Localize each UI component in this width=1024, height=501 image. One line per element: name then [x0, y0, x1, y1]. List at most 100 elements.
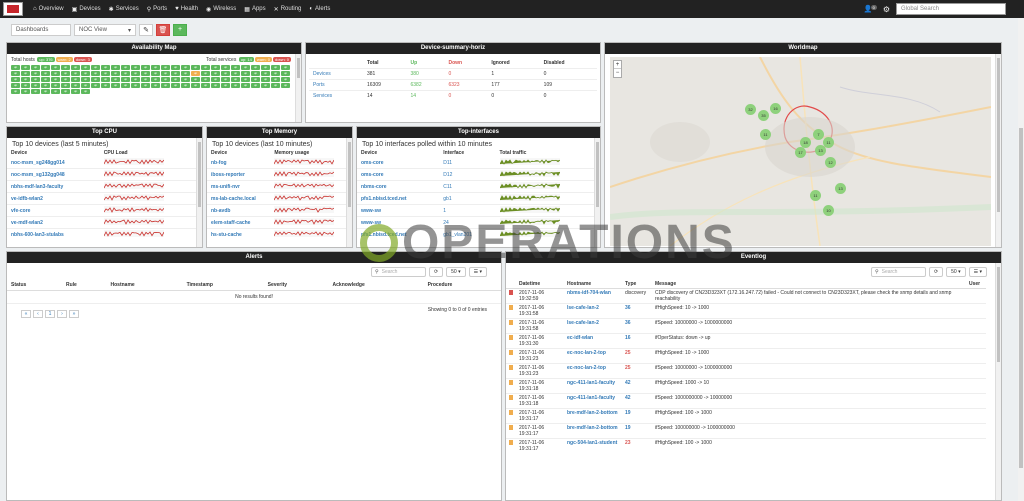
device-link[interactable]: ve-mdf-wlan2: [7, 217, 100, 229]
event-hostname-link[interactable]: ec-idf-wlan: [564, 334, 622, 349]
pagination-button[interactable]: 1: [45, 310, 55, 318]
dashboard-view-select[interactable]: NOC View ▾: [74, 24, 136, 36]
host-status-cell[interactable]: up: [71, 83, 80, 88]
sparkline-graph[interactable]: [104, 230, 164, 237]
host-status-cell[interactable]: up: [251, 83, 260, 88]
device-link[interactable]: ve-idfb-wlan2: [7, 193, 100, 205]
host-status-cell[interactable]: up: [181, 77, 190, 82]
host-status-cell[interactable]: up: [221, 77, 230, 82]
sparkline-graph[interactable]: [274, 182, 334, 189]
device-link[interactable]: www-sw: [357, 217, 439, 229]
sparkline-graph[interactable]: [274, 230, 334, 237]
host-status-cell[interactable]: up: [91, 71, 100, 76]
host-status-cell[interactable]: up: [181, 71, 190, 76]
host-status-cell[interactable]: up: [211, 71, 220, 76]
host-status-cell[interactable]: up: [211, 65, 220, 70]
nav-overview[interactable]: ⌂ Overview: [33, 6, 64, 13]
event-type[interactable]: 36: [622, 304, 652, 319]
nav-wireless[interactable]: ◉ Wireless: [206, 6, 236, 13]
host-status-cell[interactable]: up: [91, 65, 100, 70]
host-status-cell[interactable]: up: [41, 89, 50, 94]
scrollbar[interactable]: [995, 263, 1001, 500]
host-status-cell[interactable]: up: [61, 83, 70, 88]
event-hostname-link[interactable]: ngc-504-lan1-student: [564, 439, 622, 454]
host-status-cell[interactable]: up: [191, 83, 200, 88]
event-type[interactable]: 19: [622, 424, 652, 439]
device-link[interactable]: pfs1.nbisd.tced.net: [357, 229, 439, 241]
host-status-cell[interactable]: up: [81, 77, 90, 82]
sparkline-graph[interactable]: [500, 182, 560, 189]
settings-gear-icon[interactable]: ⚙: [883, 5, 890, 14]
sparkline-graph[interactable]: [500, 194, 560, 201]
sparkline-graph[interactable]: [104, 206, 164, 213]
host-status-cell[interactable]: up: [51, 83, 60, 88]
pagination-button[interactable]: «: [21, 310, 31, 318]
nav-alerts[interactable]: ◐ Alerts: [309, 6, 330, 13]
host-status-cell[interactable]: up: [151, 65, 160, 70]
host-status-cell[interactable]: up: [41, 83, 50, 88]
host-status-cell[interactable]: up: [241, 71, 250, 76]
sparkline-graph[interactable]: [274, 206, 334, 213]
host-status-cell[interactable]: up: [161, 71, 170, 76]
host-status-cell[interactable]: up: [191, 65, 200, 70]
map-cluster-marker[interactable]: 13: [815, 145, 826, 156]
delete-dashboard-button[interactable]: 🗑: [156, 24, 170, 36]
host-status-cell[interactable]: up: [261, 71, 270, 76]
event-hostname-link[interactable]: ec-noc-lan-2-top: [564, 349, 622, 364]
interface-link[interactable]: 1: [439, 205, 495, 217]
pagination-button[interactable]: ›: [57, 310, 67, 318]
host-status-cell[interactable]: up: [231, 71, 240, 76]
host-status-cell[interactable]: up: [161, 83, 170, 88]
host-status-cell[interactable]: up: [241, 77, 250, 82]
column-header[interactable]: Procedure: [424, 280, 501, 291]
host-status-cell[interactable]: up: [201, 71, 210, 76]
host-status-cell[interactable]: up: [61, 71, 70, 76]
device-link[interactable]: noc-msm_sg132gg048: [7, 169, 100, 181]
row-label-link[interactable]: Services: [309, 91, 363, 102]
host-status-cell[interactable]: up: [21, 89, 30, 94]
device-link[interactable]: nbhs-600-lan3-stulabs: [7, 229, 100, 241]
edit-dashboard-button[interactable]: ✎: [139, 24, 153, 36]
nav-routing[interactable]: ✕ Routing: [274, 6, 302, 13]
host-status-cell[interactable]: up: [141, 83, 150, 88]
host-status-cell[interactable]: up: [51, 71, 60, 76]
sparkline-graph[interactable]: [274, 170, 334, 177]
map-canvas[interactable]: 32 35 16 11 7 17 11 18 13 12 13 10 11 + −: [610, 57, 989, 244]
device-link[interactable]: vfe-core: [7, 205, 100, 217]
host-status-cell[interactable]: up: [21, 77, 30, 82]
host-status-cell[interactable]: up: [31, 77, 40, 82]
nav-apps[interactable]: ▦ Apps: [244, 6, 265, 13]
host-status-cell[interactable]: up: [21, 71, 30, 76]
host-status-cell[interactable]: up: [61, 89, 70, 94]
host-status-cell[interactable]: up: [71, 89, 80, 94]
device-link[interactable]: nbms-core: [357, 181, 439, 193]
host-status-cell[interactable]: up: [71, 65, 80, 70]
sparkline-graph[interactable]: [500, 158, 560, 165]
device-link[interactable]: www-sw: [357, 205, 439, 217]
status-badge[interactable]: warn: 2: [56, 57, 73, 62]
host-status-cell[interactable]: up: [131, 77, 140, 82]
scrollbar[interactable]: [295, 54, 301, 122]
device-link[interactable]: elem-staff-cache: [207, 217, 270, 229]
host-status-cell[interactable]: up: [151, 83, 160, 88]
host-status-cell[interactable]: up: [271, 65, 280, 70]
columns-toggle-button[interactable]: ☰ ▾: [969, 267, 987, 277]
host-status-cell[interactable]: up: [171, 83, 180, 88]
host-status-cell[interactable]: up: [221, 65, 230, 70]
device-link[interactable]: nb-fog: [207, 157, 270, 169]
sparkline-graph[interactable]: [500, 230, 560, 237]
host-status-cell[interactable]: up: [151, 77, 160, 82]
host-status-cell[interactable]: up: [151, 71, 160, 76]
host-status-cell[interactable]: up: [81, 71, 90, 76]
host-status-cell[interactable]: up: [31, 89, 40, 94]
interface-link[interactable]: 24: [439, 217, 495, 229]
host-status-cell[interactable]: up: [51, 89, 60, 94]
host-status-cell[interactable]: up: [281, 65, 290, 70]
interface-link[interactable]: D11: [439, 157, 495, 169]
sparkline-graph[interactable]: [104, 218, 164, 225]
host-status-cell[interactable]: up: [141, 77, 150, 82]
host-status-cell[interactable]: up: [191, 77, 200, 82]
sparkline-graph[interactable]: [500, 218, 560, 225]
host-status-cell[interactable]: up: [211, 77, 220, 82]
host-status-cell[interactable]: up: [61, 65, 70, 70]
